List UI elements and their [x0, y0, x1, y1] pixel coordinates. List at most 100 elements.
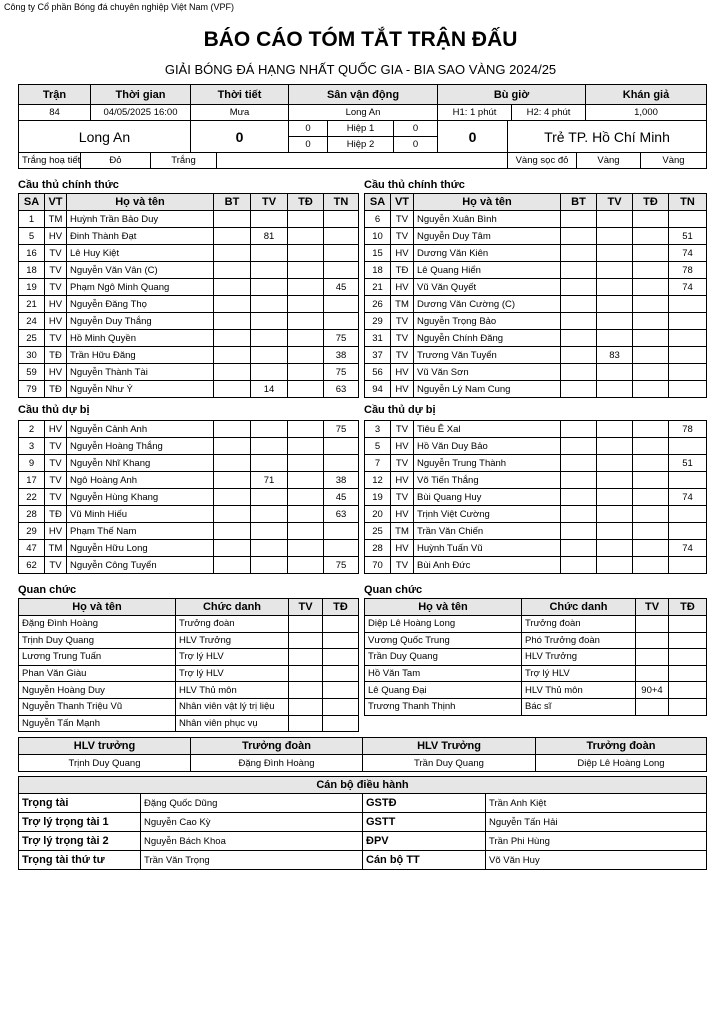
player-cell: [287, 556, 324, 574]
player-cell: TV: [44, 261, 67, 279]
player-cell: 29: [18, 522, 45, 540]
column-header: Họ và tên: [18, 598, 176, 616]
column-header: VT: [44, 193, 67, 211]
player-cell: [250, 244, 288, 262]
player-cell: [287, 329, 324, 347]
signature-name: Diệp Lê Hoàng Long: [535, 754, 707, 772]
player-cell: [213, 437, 251, 455]
player-cell: TV: [44, 556, 67, 574]
column-header: TĐ: [632, 193, 669, 211]
player-cell: [250, 329, 288, 347]
player-cell: [632, 278, 669, 296]
player-cell: 78: [668, 420, 707, 438]
player-cell: [632, 505, 669, 523]
signature-name: Trịnh Duy Quang: [18, 754, 191, 772]
player-cell: Vũ Văn Quyết: [413, 278, 561, 296]
player-cell: [213, 227, 251, 245]
player-cell: 1: [18, 210, 45, 228]
official-cell: [668, 648, 707, 666]
player-cell: Nguyễn Hữu Long: [66, 539, 214, 557]
player-cell: TV: [44, 329, 67, 347]
player-cell: [596, 227, 633, 245]
player-cell: [668, 437, 707, 455]
player-cell: HV: [44, 420, 67, 438]
player-cell: [560, 261, 597, 279]
player-cell: [632, 363, 669, 381]
player-cell: [213, 505, 251, 523]
official-role: Trọng tài: [18, 793, 141, 813]
player-cell: [596, 363, 633, 381]
column-header: TĐ: [668, 598, 707, 616]
player-cell: 31: [364, 329, 391, 347]
player-cell: [560, 312, 597, 330]
player-cell: 21: [18, 295, 45, 313]
player-cell: [250, 312, 288, 330]
player-cell: [250, 210, 288, 228]
player-cell: [632, 454, 669, 472]
player-cell: [323, 295, 359, 313]
player-cell: TM: [44, 210, 67, 228]
official-cell: Trợ lý HLV: [521, 664, 636, 683]
official-cell: [322, 648, 359, 666]
player-cell: Phạm Ngô Minh Quang: [66, 278, 214, 296]
player-cell: [287, 363, 324, 381]
player-cell: Trương Văn Tuyển: [413, 346, 561, 364]
column-header: Chức danh: [521, 598, 636, 616]
official-cell: Lê Quang Đại: [364, 681, 522, 699]
player-cell: [213, 278, 251, 296]
player-cell: Nguyễn Lý Nam Cung: [413, 380, 561, 398]
player-cell: [560, 454, 597, 472]
column-header: TV: [288, 598, 323, 616]
player-cell: [596, 278, 633, 296]
player-cell: 18: [364, 261, 391, 279]
column-header: TN: [323, 193, 359, 211]
player-cell: [632, 539, 669, 557]
company: Công ty Cổ phần Bóng đá chuyên nghiệp Vi…: [4, 2, 234, 12]
player-cell: 3: [18, 437, 45, 455]
player-cell: 81: [250, 227, 288, 245]
player-cell: [287, 380, 324, 398]
official-cell: Trịnh Duy Quang: [18, 631, 176, 650]
player-cell: [213, 539, 251, 557]
player-cell: [560, 437, 597, 455]
player-cell: TĐ: [390, 261, 414, 279]
column-header: BT: [560, 193, 597, 211]
player-cell: [287, 471, 324, 489]
player-cell: Dương Văn Cường (C): [413, 295, 561, 313]
column-header: Trận: [18, 84, 91, 105]
player-cell: 71: [250, 471, 288, 489]
official-cell: [668, 698, 707, 716]
player-cell: [632, 488, 669, 506]
official-name: Nguyễn Tấn Hải: [485, 812, 707, 832]
player-cell: [213, 312, 251, 330]
player-cell: [287, 261, 324, 279]
match-number: 84: [18, 104, 91, 121]
player-cell: [250, 454, 288, 472]
official-cell: [635, 615, 669, 633]
player-cell: 62: [18, 556, 45, 574]
player-cell: TV: [390, 227, 414, 245]
player-cell: [596, 437, 633, 455]
player-cell: [596, 210, 633, 228]
player-cell: 75: [323, 556, 359, 574]
home-kit: Trắng: [150, 152, 217, 169]
away-score: 0: [437, 120, 508, 153]
title: BÁO CÁO TÓM TẮT TRẬN ĐẤU: [203, 28, 518, 51]
signature-name: Trần Duy Quang: [362, 754, 536, 772]
official-cell: [635, 648, 669, 666]
player-cell: [596, 329, 633, 347]
player-cell: Huỳnh Tuấn Vũ: [413, 539, 561, 557]
player-cell: TV: [390, 329, 414, 347]
match-time: 04/05/2025 16:00: [90, 104, 191, 121]
player-cell: Hồ Văn Duy Bảo: [413, 437, 561, 455]
player-cell: [596, 471, 633, 489]
player-cell: [596, 380, 633, 398]
player-cell: [632, 227, 669, 245]
player-cell: [668, 210, 707, 228]
player-cell: [668, 363, 707, 381]
player-cell: [668, 329, 707, 347]
player-cell: 75: [323, 363, 359, 381]
player-cell: Lê Huy Kiệt: [66, 244, 214, 262]
player-cell: [596, 312, 633, 330]
